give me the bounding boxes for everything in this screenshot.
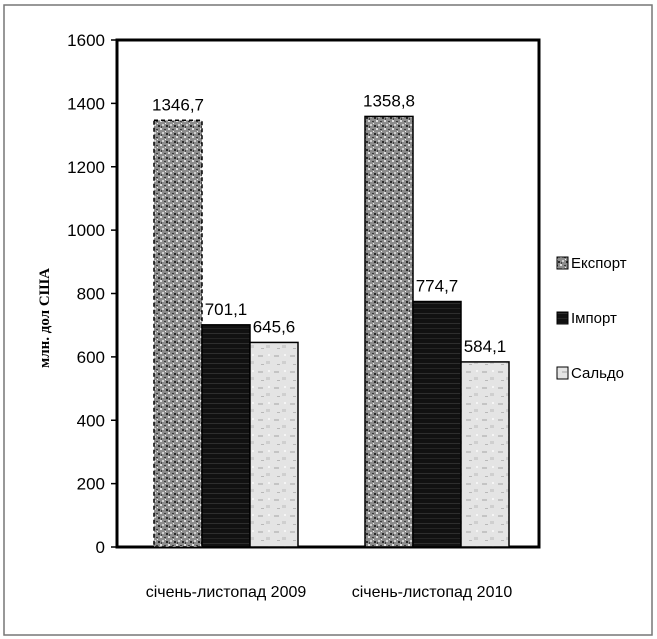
legend-label: Сальдо (571, 365, 624, 382)
y-tick-label: 1200 (67, 158, 105, 177)
legend-swatch-імпорт (556, 311, 569, 325)
legend: Експорт Імпорт Сальдо (556, 255, 627, 382)
y-tick-label: 1600 (67, 31, 105, 50)
y-tick-label: 200 (77, 475, 105, 494)
data-label: 1346,7 (152, 95, 204, 114)
data-label: 1358,8 (363, 91, 415, 110)
y-tick-label: 600 (77, 348, 105, 367)
bar-імпорт-2 (412, 300, 462, 548)
data-label: 584,1 (464, 337, 507, 356)
data-label: 645,6 (253, 317, 296, 336)
legend-label: Імпорт (571, 310, 617, 327)
legend-label: Експорт (571, 255, 627, 272)
bar-експорт-2 (364, 115, 414, 548)
y-tick-label: 1000 (67, 221, 105, 240)
legend-swatch-сальдо (556, 366, 569, 380)
bar-експорт-1 (153, 119, 203, 548)
x-category-label: січень-листопад 2010 (352, 584, 513, 601)
outer-border (3, 4, 653, 636)
bar-сальдо-2 (460, 361, 510, 548)
data-label: 701,1 (205, 300, 248, 319)
x-category-label: січень-листопад 2009 (146, 584, 307, 601)
bar-сальдо-1 (249, 341, 299, 548)
y-tick-label: 400 (77, 411, 105, 430)
x-axis: січень-листопад 2009 січень-листопад 2010 (146, 584, 513, 601)
bars: 1346,7 701,1 645,6 1358,8 774,7 584,1 (152, 91, 510, 548)
y-tick-label: 0 (96, 538, 105, 557)
y-axis: 0 200 400 600 800 1000 1200 1400 1600 (67, 31, 117, 557)
bar-імпорт-1 (201, 324, 251, 548)
y-tick-label: 800 (77, 285, 105, 304)
y-tick-label: 1400 (67, 94, 105, 113)
legend-swatch-експорт (556, 256, 569, 270)
y-axis-label: млн. дол США (37, 268, 53, 368)
data-label: 774,7 (416, 277, 459, 296)
